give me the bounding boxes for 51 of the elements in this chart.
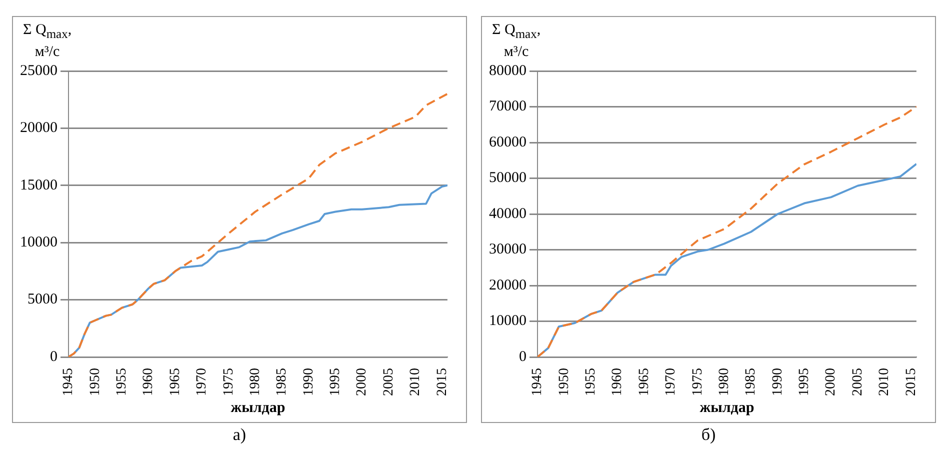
y-tick-label: 70000 bbox=[489, 98, 526, 115]
y-tick-label: 10000 bbox=[489, 313, 526, 330]
x-tick-label: 1960 bbox=[141, 368, 156, 396]
y-tick-label: 5000 bbox=[28, 292, 58, 308]
y-tick-label: 30000 bbox=[489, 242, 526, 258]
x-tick-label: 1975 bbox=[690, 368, 706, 396]
y-axis-title: Σ Q$_{max}$, м³/с bbox=[492, 21, 541, 61]
x-tick-label: 1975 bbox=[221, 368, 236, 396]
x-tick-label: 1955 bbox=[114, 368, 130, 396]
y-tick-label: 20000 bbox=[20, 120, 58, 136]
x-tick-label: 1990 bbox=[301, 368, 316, 396]
x-tick-label: 1965 bbox=[636, 368, 652, 396]
y-tick-label: 0 bbox=[519, 348, 526, 365]
x-axis-title: жылдар bbox=[700, 400, 754, 416]
x-tick-label: 1950 bbox=[556, 368, 572, 396]
x-tick-label: 1990 bbox=[770, 368, 786, 396]
x-tick-label: 1995 bbox=[797, 368, 812, 396]
x-tick-label: 1955 bbox=[584, 368, 599, 396]
x-tick-label: 1995 bbox=[328, 368, 344, 396]
y-tick-label: 40000 bbox=[489, 206, 526, 222]
y-tick-label: 10000 bbox=[20, 234, 58, 251]
x-tick-label: 1985 bbox=[744, 368, 759, 396]
x-tick-label: 1950 bbox=[88, 368, 103, 396]
y-tick-label: 15000 bbox=[20, 177, 58, 194]
text: а) bbox=[232, 425, 248, 445]
x-tick-label: 1970 bbox=[664, 368, 679, 396]
y-tick-label: 50000 bbox=[489, 170, 526, 186]
y-tick-label: 80000 bbox=[489, 62, 526, 79]
x-tick-label: 1965 bbox=[168, 368, 183, 396]
x-tick-label: 1960 bbox=[610, 368, 626, 396]
x-tick-label: 2000 bbox=[354, 368, 370, 396]
y-tick-label: 20000 bbox=[489, 277, 526, 294]
x-tick-label: 1985 bbox=[274, 368, 290, 396]
x-tick-label: 1945 bbox=[61, 368, 76, 396]
x-axis-title: жылдар bbox=[230, 400, 286, 416]
y-axis-title: Σ Q$_{max}$, м³/с bbox=[23, 21, 72, 61]
x-tick-label: 2005 bbox=[381, 368, 396, 396]
x-tick-label: 2015 bbox=[434, 368, 450, 396]
x-tick-label: 1945 bbox=[530, 368, 546, 396]
x-tick-label: 2015 bbox=[904, 368, 919, 396]
x-tick-label: 2010 bbox=[877, 368, 892, 396]
y-tick-label: 0 bbox=[50, 348, 58, 365]
x-tick-label: 2000 bbox=[824, 368, 839, 396]
y-tick-label: 25000 bbox=[20, 62, 58, 79]
x-tick-label: 1970 bbox=[194, 368, 210, 396]
x-tick-label: 2005 bbox=[850, 368, 866, 396]
text: б) bbox=[700, 425, 717, 445]
y-tick-label: 60000 bbox=[489, 134, 526, 150]
x-tick-label: 1980 bbox=[716, 368, 732, 396]
x-tick-label: 1980 bbox=[248, 368, 263, 396]
x-tick-label: 2010 bbox=[408, 368, 424, 396]
